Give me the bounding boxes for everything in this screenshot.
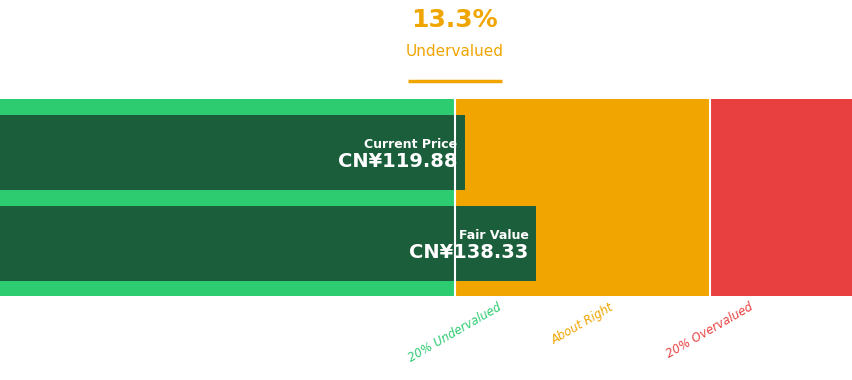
Bar (0, 99, 454, 296)
Text: 20% Overvalued: 20% Overvalued (663, 301, 755, 361)
Bar (709, 99, 852, 296)
Text: 13.3%: 13.3% (411, 8, 498, 32)
Text: Fair Value: Fair Value (458, 229, 528, 242)
Bar (0, 115, 464, 190)
Text: Undervalued: Undervalued (406, 44, 503, 59)
Text: About Right: About Right (548, 301, 615, 347)
Text: Current Price: Current Price (364, 138, 457, 151)
Text: CN¥138.33: CN¥138.33 (409, 242, 528, 261)
Bar (0, 206, 536, 280)
Bar (454, 99, 709, 296)
Text: 20% Undervalued: 20% Undervalued (406, 301, 503, 364)
Text: CN¥119.88: CN¥119.88 (337, 152, 457, 171)
